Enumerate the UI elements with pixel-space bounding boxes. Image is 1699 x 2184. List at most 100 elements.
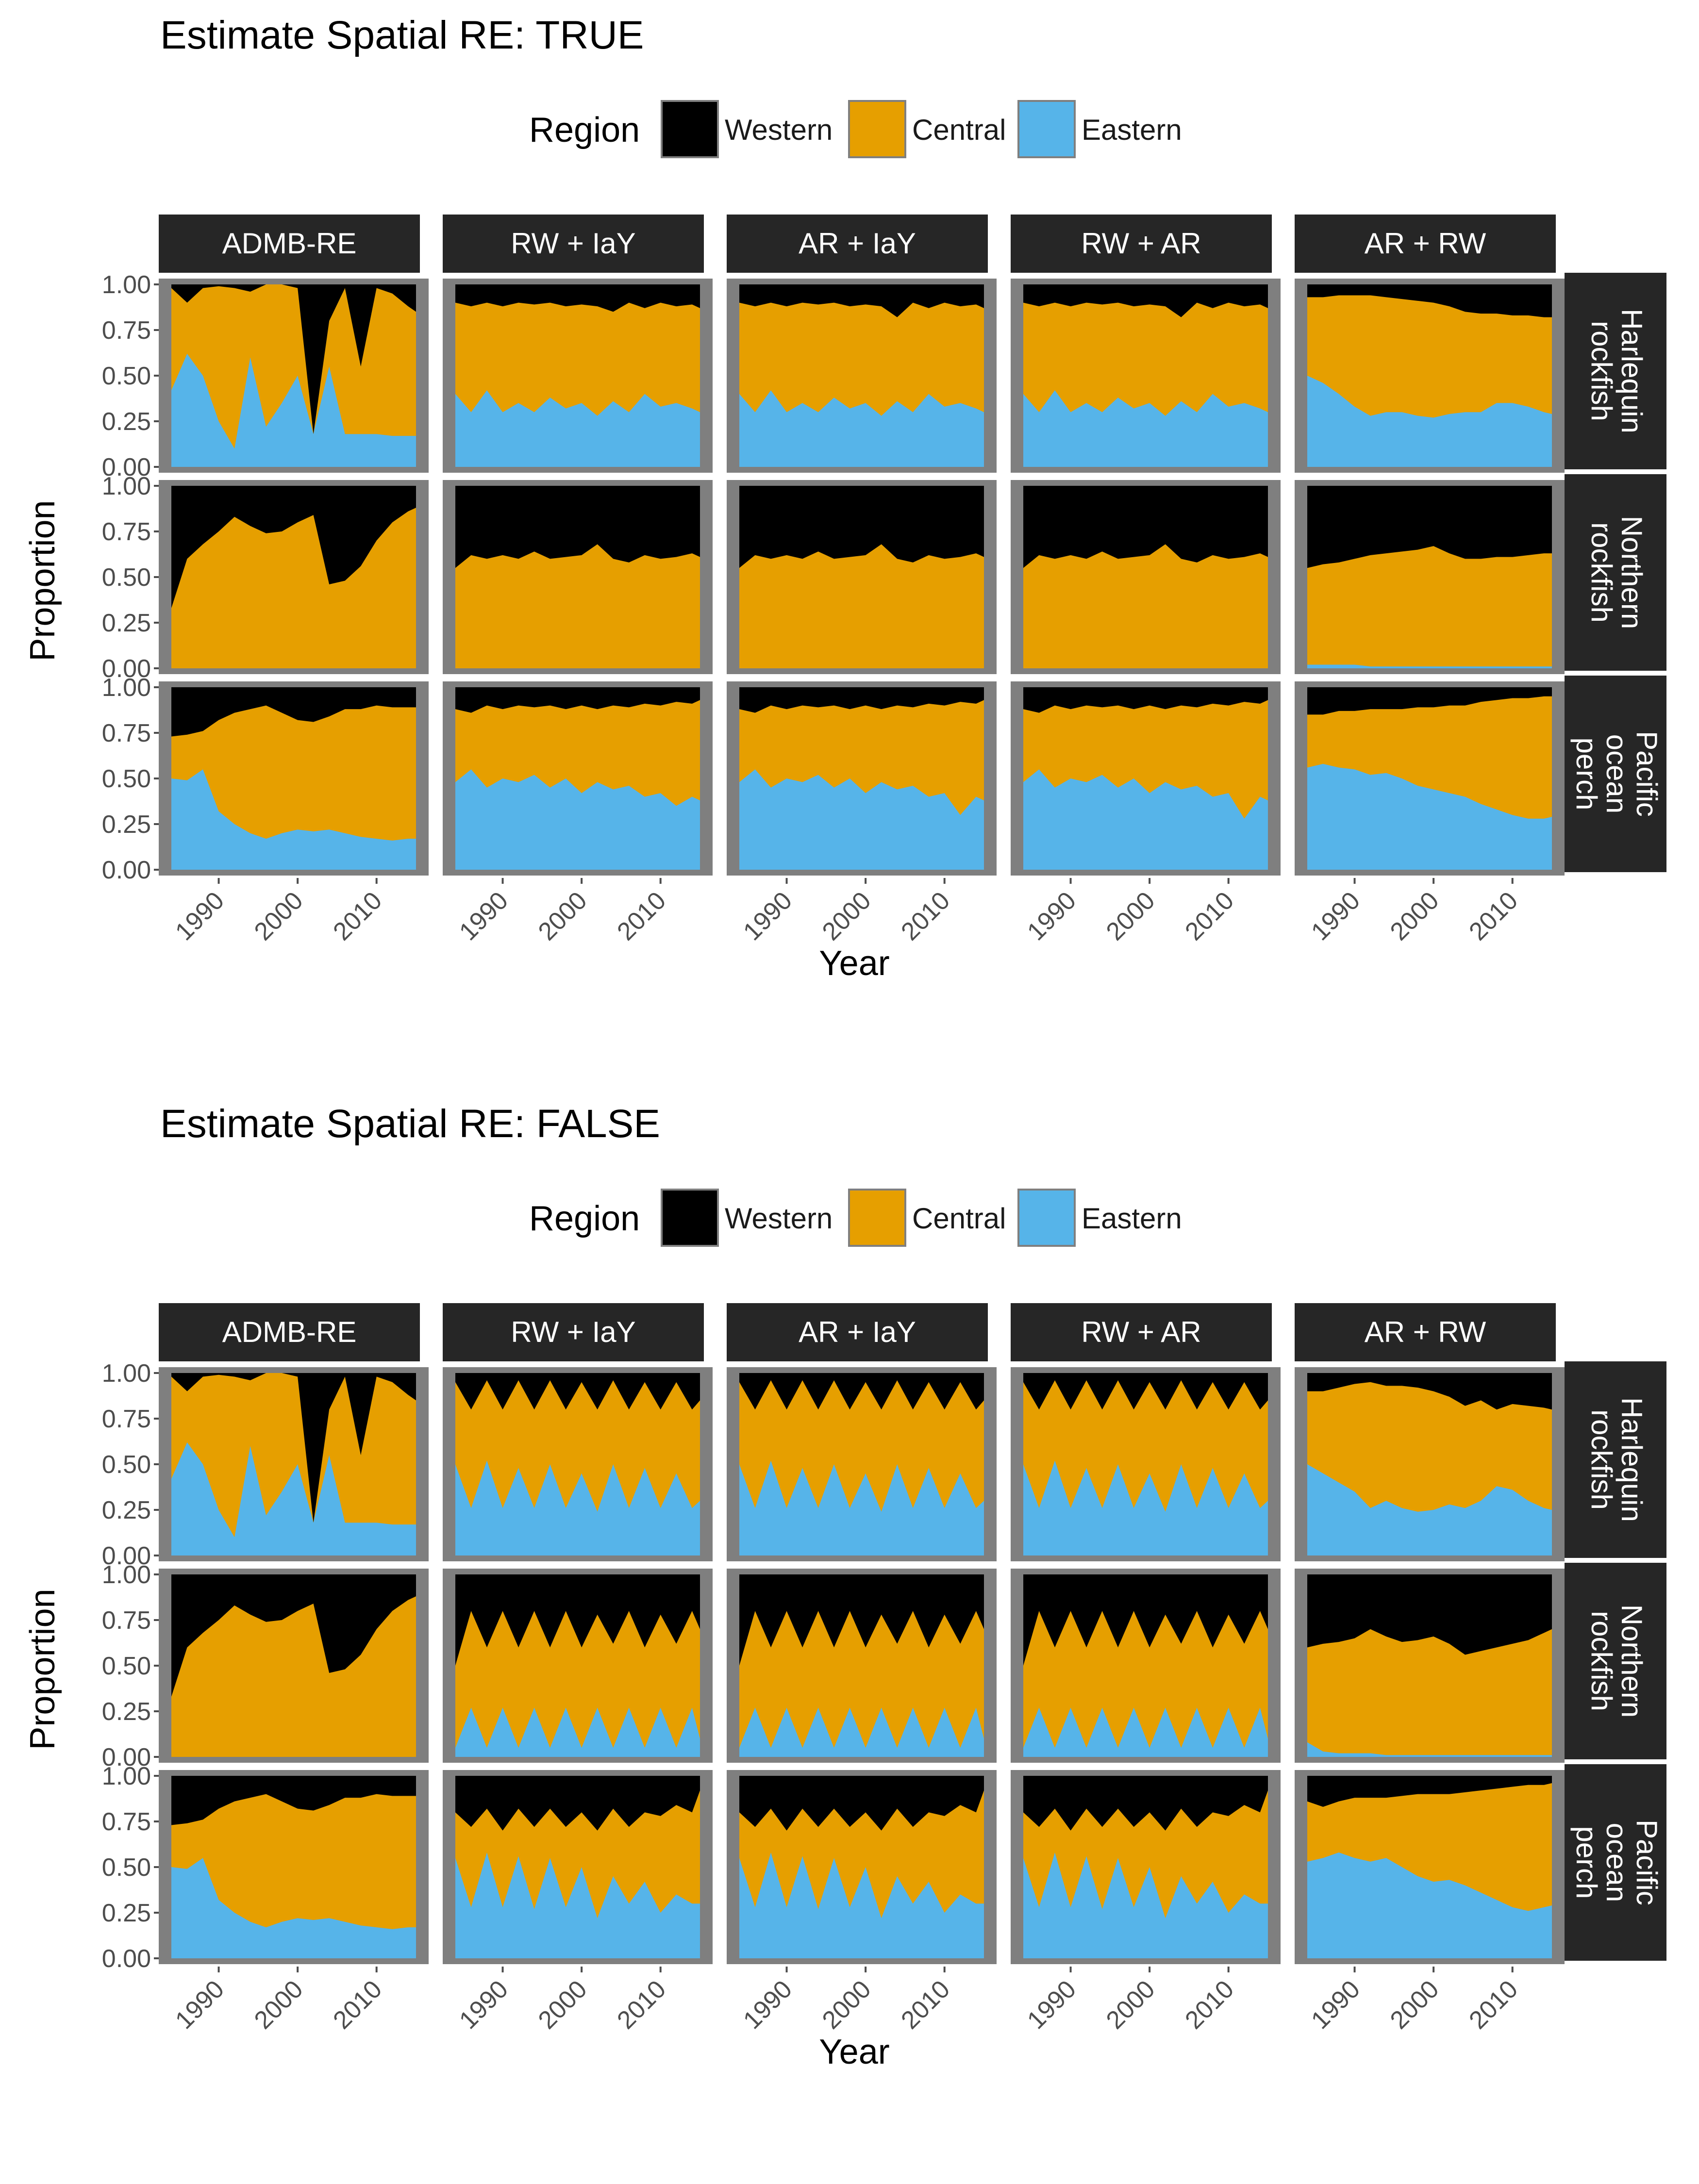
y-tick-label: 0.00 [102, 1743, 151, 1771]
x-tick-label: 2010 [328, 1975, 387, 2035]
row-strip-line: rockfish [1585, 1409, 1618, 1510]
panel-0-0-1 [443, 279, 713, 473]
legend-label-central: Central [912, 1202, 1006, 1235]
x-tick-label: 1990 [170, 886, 230, 946]
central-area [1023, 544, 1268, 668]
panel-1-1-4 [1295, 1569, 1565, 1763]
x-axis-title: Year [819, 2033, 889, 2071]
x-tick-label: 2000 [1385, 886, 1445, 946]
strip-label-1: RW + IaY [511, 227, 635, 260]
eastern-area [739, 1460, 984, 1555]
row-strip-line: Pacific [1631, 731, 1663, 817]
legend-title: Region [529, 111, 640, 149]
eastern-area [1307, 763, 1552, 870]
panel-1-0-2 [727, 1367, 997, 1561]
x-tick-label: 2000 [817, 1975, 877, 2035]
x-tick-label: 1990 [454, 886, 514, 946]
x-tick-label: 1990 [738, 886, 798, 946]
x-tick-label: 1990 [1306, 1975, 1366, 2035]
section-title-1: Estimate Spatial RE: FALSE [160, 1102, 660, 1146]
legend-key-eastern [1017, 1189, 1076, 1247]
panel-1-2-2 [727, 1770, 997, 1964]
y-tick-label: 0.50 [102, 1451, 151, 1479]
section-title-0: Estimate Spatial RE: TRUE [160, 13, 644, 57]
y-tick-label: 0.25 [102, 811, 151, 839]
y-tick-label: 0.75 [102, 719, 151, 747]
panel-1-2-0 [159, 1770, 429, 1964]
panel-1-1-1 [443, 1569, 713, 1763]
legend-label-eastern: Eastern [1082, 1202, 1182, 1235]
strip-label-1: RW + IaY [511, 1316, 635, 1348]
row-strip-line: ocean [1600, 734, 1633, 813]
row-strip-1 [1565, 1563, 1666, 1759]
legend-0: Region Western Central Eastern [529, 100, 1182, 158]
y-tick-label: 0.75 [102, 1606, 151, 1635]
y-tick-label: 1.00 [102, 1359, 151, 1388]
eastern-area [1023, 1707, 1268, 1757]
eastern-area [171, 1442, 416, 1555]
y-tick-label: 0.75 [102, 316, 151, 345]
x-tick-label: 1990 [1306, 886, 1366, 946]
eastern-area [739, 769, 984, 870]
row-strip-label-2: Pacificoceanperch [1570, 1820, 1663, 1905]
y-tick-label: 0.00 [102, 453, 151, 481]
x-tick-label: 1990 [738, 1975, 798, 2035]
eastern-area [171, 1858, 416, 1958]
x-tick-label: 2010 [1464, 886, 1523, 946]
panel-1-1-0 [159, 1569, 429, 1763]
row-strip-0 [1565, 1361, 1666, 1558]
legend-title: Region [529, 1199, 640, 1238]
y-tick-label: 0.50 [102, 1652, 151, 1680]
strip-1 [443, 1303, 704, 1361]
panel-0-2-4 [1295, 681, 1565, 876]
row-strip-label-1: Northernrockfish [1585, 516, 1648, 629]
legend-1: Region Western Central Eastern [529, 1189, 1182, 1247]
central-area [1023, 1611, 1268, 1757]
eastern-area [455, 390, 700, 467]
strip-label-3: RW + AR [1081, 227, 1201, 260]
row-strip-line: perch [1570, 1826, 1603, 1899]
row-strip-line: rockfish [1585, 522, 1618, 623]
eastern-area [739, 390, 984, 467]
strip-4 [1295, 215, 1556, 273]
legend-key-central [848, 1189, 906, 1247]
x-tick-label: 2000 [249, 1975, 309, 2035]
central-area [171, 1373, 416, 1555]
panel-0-1-2 [727, 480, 997, 674]
legend-key-central [848, 100, 906, 158]
eastern-area [739, 1852, 984, 1958]
strip-3 [1011, 215, 1272, 273]
y-tick-label: 0.25 [102, 609, 151, 637]
central-area [171, 1596, 416, 1757]
x-tick-label: 2000 [533, 1975, 593, 2035]
panel-0-2-0 [159, 681, 429, 876]
x-tick-label: 2010 [896, 886, 955, 946]
y-axis-title: Proportion [23, 500, 62, 661]
y-tick-label: 0.00 [102, 655, 151, 683]
y-tick-label: 0.25 [102, 408, 151, 436]
panel-1-0-3 [1011, 1367, 1281, 1561]
strip-4 [1295, 1303, 1556, 1361]
strip-label-4: AR + RW [1365, 1316, 1486, 1348]
eastern-area [455, 769, 700, 870]
eastern-area [1023, 390, 1268, 467]
strip-2 [727, 215, 988, 273]
x-tick-label: 2000 [817, 886, 877, 946]
y-tick-label: 1.00 [102, 674, 151, 702]
strip-label-3: RW + AR [1081, 1316, 1201, 1348]
legend-label-eastern: Eastern [1082, 114, 1182, 146]
y-tick-label: 0.50 [102, 1853, 151, 1882]
panel-0-2-1 [443, 681, 713, 876]
panel-1-0-1 [443, 1367, 713, 1561]
y-tick-label: 0.50 [102, 563, 151, 592]
panel-1-2-3 [1011, 1770, 1281, 1964]
eastern-area [1023, 1460, 1268, 1555]
x-tick-label: 2010 [1464, 1975, 1523, 2035]
x-axis-title: Year [819, 944, 889, 983]
y-tick-label: 0.75 [102, 1808, 151, 1836]
x-tick-label: 2000 [1385, 1975, 1445, 2035]
eastern-area [171, 353, 416, 467]
panel-0-1-0 [159, 480, 429, 674]
panel-1-1-2 [727, 1569, 997, 1763]
